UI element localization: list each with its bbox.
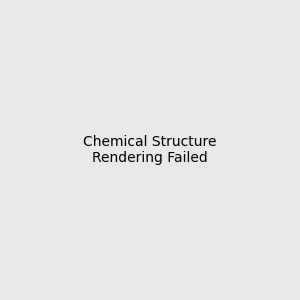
Text: Chemical Structure
Rendering Failed: Chemical Structure Rendering Failed [83, 135, 217, 165]
